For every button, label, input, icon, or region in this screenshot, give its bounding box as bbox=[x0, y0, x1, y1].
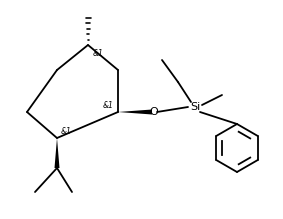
Text: O: O bbox=[150, 107, 158, 117]
Text: &1: &1 bbox=[61, 127, 72, 136]
Polygon shape bbox=[118, 110, 152, 115]
Text: &1: &1 bbox=[103, 101, 114, 111]
Text: &1: &1 bbox=[93, 48, 104, 58]
Text: Si: Si bbox=[190, 102, 200, 112]
Polygon shape bbox=[55, 138, 59, 168]
